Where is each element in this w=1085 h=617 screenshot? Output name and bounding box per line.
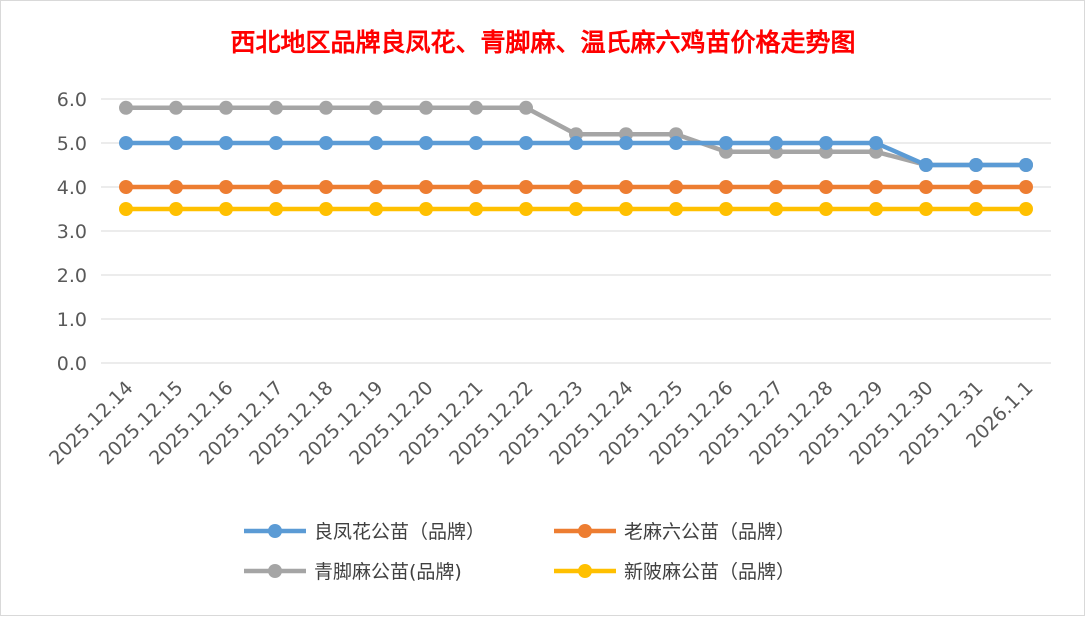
data-point [519,136,533,150]
data-point [419,100,433,115]
y-tick-label: 4.0 [57,177,87,199]
data-point [619,136,633,150]
data-point [369,202,383,216]
legend-label: 良凤花公苗（品牌） [314,521,485,543]
data-point [869,202,883,216]
data-point [319,100,333,115]
data-point [219,202,233,216]
legend-swatch-marker [578,524,592,538]
data-point [569,136,583,150]
data-point [119,100,133,115]
data-point [169,180,183,194]
data-point [219,180,233,194]
data-point [369,180,383,194]
chart-title: 西北地区品牌良凤花、青脚麻、温氏麻六鸡苗价格走势图 [230,28,855,57]
data-point [119,202,133,216]
data-point [319,202,333,216]
data-point [469,136,483,150]
y-tick-label: 6.0 [57,89,87,111]
data-point [269,100,283,115]
series-4 [119,202,1033,216]
y-tick-label: 3.0 [57,221,87,243]
y-tick-label: 0.0 [57,353,87,375]
data-point [869,136,883,150]
legend-swatch-marker [578,564,592,578]
data-point [719,202,733,216]
data-point [719,136,733,150]
x-axis-tick-labels: 2025.12.142025.12.152025.12.162025.12.17… [45,377,1037,469]
data-point [169,100,183,115]
data-point [269,180,283,194]
data-point [919,158,933,172]
data-point [969,158,983,172]
data-point [669,136,683,150]
y-tick-label: 2.0 [57,265,87,287]
data-point [469,100,483,115]
legend-label: 青脚麻公苗(品牌) [314,561,462,583]
data-point [169,202,183,216]
data-point [769,180,783,194]
data-point [719,180,733,194]
data-point [569,180,583,194]
data-point [119,136,133,150]
legend-label: 老麻六公苗（品牌） [624,521,795,543]
legend-item: 青脚麻公苗(品牌) [244,561,462,583]
data-point [919,180,933,194]
data-point [969,202,983,216]
data-point [819,202,833,216]
series-lines [119,100,1033,216]
data-point [419,202,433,216]
data-point [919,202,933,216]
data-point [769,202,783,216]
data-point [819,136,833,150]
data-point [269,202,283,216]
series-2 [119,180,1033,194]
data-point [669,180,683,194]
data-point [419,180,433,194]
legend-swatch-marker [268,524,282,538]
data-point [669,202,683,216]
data-point [569,202,583,216]
data-point [519,202,533,216]
data-point [819,180,833,194]
data-point [1019,180,1033,194]
data-point [119,180,133,194]
data-point [319,180,333,194]
y-axis-tick-labels: 0.0 1.0 2.0 3.0 4.0 5.0 6.0 [57,89,87,375]
data-point [1019,158,1033,172]
data-point [369,100,383,115]
data-point [519,100,533,115]
data-point [319,136,333,150]
data-point [1019,202,1033,216]
legend-item: 良凤花公苗（品牌） [244,521,485,543]
data-point [269,136,283,150]
legend-label: 新陂麻公苗（品牌） [624,561,795,583]
data-point [619,202,633,216]
legend-item: 新陂麻公苗（品牌） [554,561,795,583]
data-point [869,180,883,194]
data-point [369,136,383,150]
data-point [219,136,233,150]
legend-item: 老麻六公苗（品牌） [554,521,795,543]
data-point [469,202,483,216]
data-point [419,136,433,150]
series-1 [119,136,1033,172]
y-tick-label: 1.0 [57,309,87,331]
data-point [619,180,633,194]
data-point [219,100,233,115]
y-tick-label: 5.0 [57,133,87,155]
data-point [169,136,183,150]
data-point [969,180,983,194]
data-point [769,136,783,150]
data-point [519,180,533,194]
legend-swatch-marker [268,564,282,578]
legend: 良凤花公苗（品牌） 老麻六公苗（品牌） 青脚麻公苗(品牌) 新陂麻公苗（品牌） [244,521,795,583]
data-point [469,180,483,194]
